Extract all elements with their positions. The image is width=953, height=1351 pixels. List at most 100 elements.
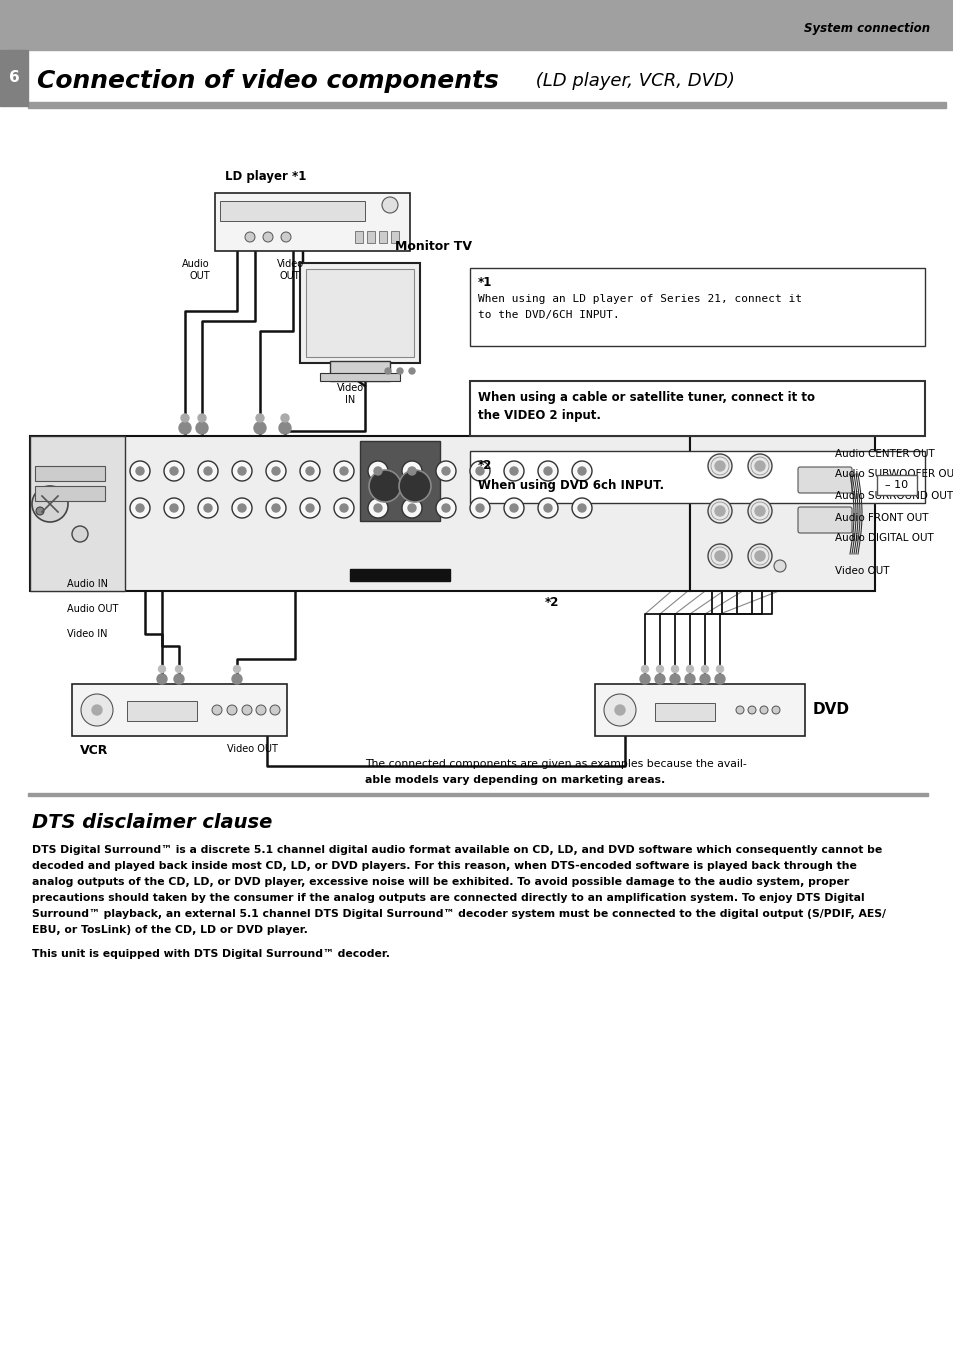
Text: DTS Digital Surround™ is a discrete 5.1 channel digital audio format available o: DTS Digital Surround™ is a discrete 5.1 … bbox=[32, 844, 882, 855]
Circle shape bbox=[212, 705, 222, 715]
Text: Monitor TV: Monitor TV bbox=[395, 240, 472, 253]
Circle shape bbox=[339, 467, 348, 476]
Circle shape bbox=[306, 504, 314, 512]
Circle shape bbox=[470, 499, 490, 517]
Circle shape bbox=[537, 499, 558, 517]
Bar bbox=[470, 267, 924, 346]
Text: the VIDEO 2 input.: the VIDEO 2 input. bbox=[477, 409, 600, 422]
Text: Video OUT: Video OUT bbox=[227, 744, 277, 754]
Bar bbox=[35, 466, 105, 481]
Bar bbox=[655, 703, 714, 721]
Circle shape bbox=[408, 504, 416, 512]
Circle shape bbox=[401, 499, 421, 517]
Circle shape bbox=[263, 232, 273, 242]
Circle shape bbox=[204, 504, 212, 512]
Circle shape bbox=[655, 674, 664, 684]
Text: The connected components are given as examples because the avail-: The connected components are given as ex… bbox=[365, 759, 746, 769]
Circle shape bbox=[700, 666, 708, 673]
Circle shape bbox=[510, 504, 517, 512]
Circle shape bbox=[266, 499, 286, 517]
Circle shape bbox=[707, 544, 731, 567]
Bar bbox=[319, 373, 399, 381]
Circle shape bbox=[572, 499, 592, 517]
Circle shape bbox=[396, 367, 402, 374]
Circle shape bbox=[130, 461, 150, 481]
Text: When using an LD player of Series 21, connect it: When using an LD player of Series 21, co… bbox=[477, 295, 801, 304]
Circle shape bbox=[374, 504, 381, 512]
Text: DTS disclaimer clause: DTS disclaimer clause bbox=[32, 813, 273, 832]
FancyBboxPatch shape bbox=[797, 507, 851, 534]
Circle shape bbox=[714, 551, 724, 561]
Text: System connection: System connection bbox=[803, 22, 929, 35]
Circle shape bbox=[537, 461, 558, 481]
Circle shape bbox=[232, 499, 252, 517]
Text: to the DVD/6CH INPUT.: to the DVD/6CH INPUT. bbox=[477, 309, 619, 320]
Circle shape bbox=[136, 467, 144, 476]
Circle shape bbox=[339, 504, 348, 512]
Circle shape bbox=[198, 499, 218, 517]
Circle shape bbox=[686, 666, 693, 673]
Circle shape bbox=[237, 504, 246, 512]
Text: Audio SURROUND OUT: Audio SURROUND OUT bbox=[834, 490, 952, 501]
Text: When using DVD 6ch INPUT.: When using DVD 6ch INPUT. bbox=[477, 480, 663, 492]
Circle shape bbox=[368, 499, 388, 517]
Circle shape bbox=[334, 499, 354, 517]
Circle shape bbox=[503, 499, 523, 517]
Bar bbox=[595, 684, 804, 736]
Circle shape bbox=[773, 561, 785, 571]
Circle shape bbox=[671, 666, 678, 673]
Circle shape bbox=[198, 461, 218, 481]
Circle shape bbox=[754, 551, 764, 561]
Circle shape bbox=[36, 507, 44, 515]
Text: Connection of video components: Connection of video components bbox=[37, 69, 498, 93]
Circle shape bbox=[747, 707, 755, 713]
Circle shape bbox=[32, 486, 68, 521]
Circle shape bbox=[181, 413, 189, 422]
Circle shape bbox=[179, 422, 191, 434]
Text: Audio FRONT OUT: Audio FRONT OUT bbox=[834, 513, 927, 523]
Circle shape bbox=[615, 705, 624, 715]
Circle shape bbox=[543, 467, 552, 476]
Text: Audio DIGITAL OUT: Audio DIGITAL OUT bbox=[834, 534, 933, 543]
Circle shape bbox=[735, 707, 743, 713]
Circle shape bbox=[436, 461, 456, 481]
Circle shape bbox=[771, 707, 780, 713]
Circle shape bbox=[71, 526, 88, 542]
Circle shape bbox=[578, 467, 585, 476]
Circle shape bbox=[242, 705, 252, 715]
Bar bbox=[330, 361, 390, 381]
Circle shape bbox=[578, 504, 585, 512]
Circle shape bbox=[164, 499, 184, 517]
Circle shape bbox=[136, 504, 144, 512]
Circle shape bbox=[281, 232, 291, 242]
Circle shape bbox=[441, 504, 450, 512]
Circle shape bbox=[707, 454, 731, 478]
Bar bbox=[35, 486, 105, 501]
Circle shape bbox=[409, 367, 415, 374]
Circle shape bbox=[381, 197, 397, 213]
Bar bbox=[689, 436, 874, 590]
Text: Audio CENTER OUT: Audio CENTER OUT bbox=[834, 449, 934, 459]
Text: Video
OUT: Video OUT bbox=[276, 259, 303, 281]
Text: able models vary depending on marketing areas.: able models vary depending on marketing … bbox=[365, 775, 664, 785]
Circle shape bbox=[436, 499, 456, 517]
Circle shape bbox=[714, 461, 724, 471]
Circle shape bbox=[747, 454, 771, 478]
Bar bbox=[359, 440, 439, 521]
Text: Surround™ playback, an external 5.1 channel DTS Digital Surround™ decoder system: Surround™ playback, an external 5.1 chan… bbox=[32, 909, 885, 919]
Circle shape bbox=[278, 422, 291, 434]
Circle shape bbox=[245, 232, 254, 242]
Text: When using a cable or satellite tuner, connect it to: When using a cable or satellite tuner, c… bbox=[477, 390, 814, 404]
Circle shape bbox=[164, 461, 184, 481]
Circle shape bbox=[253, 422, 266, 434]
Circle shape bbox=[170, 504, 178, 512]
Text: Audio OUT: Audio OUT bbox=[67, 604, 118, 613]
Bar bbox=[391, 231, 398, 243]
Circle shape bbox=[232, 674, 242, 684]
Text: decoded and played back inside most CD, LD, or DVD players. For this reason, whe: decoded and played back inside most CD, … bbox=[32, 861, 856, 871]
Circle shape bbox=[255, 705, 266, 715]
Text: analog outputs of the CD, LD, or DVD player, excessive noise will be exhibited. : analog outputs of the CD, LD, or DVD pla… bbox=[32, 877, 848, 888]
Circle shape bbox=[603, 694, 636, 725]
Bar bbox=[28, 793, 927, 796]
Circle shape bbox=[204, 467, 212, 476]
